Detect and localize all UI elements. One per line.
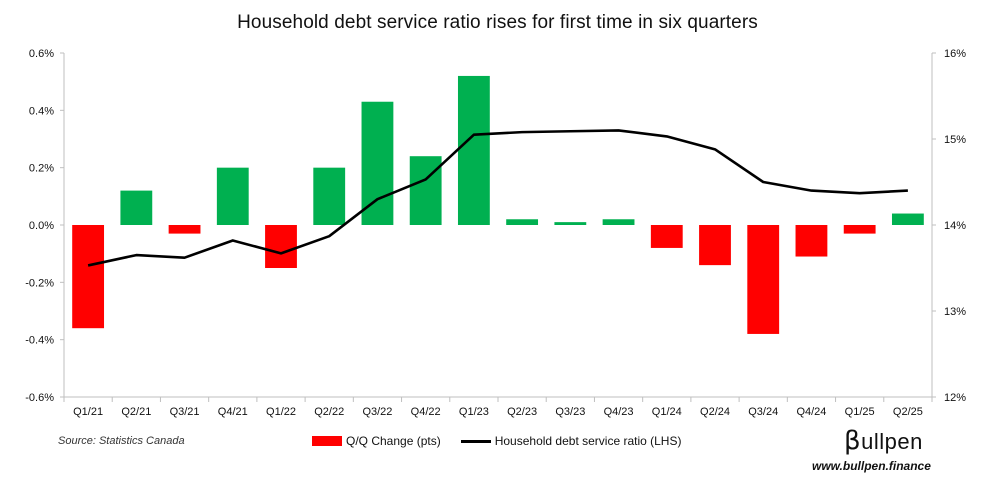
left-tick-label: 0.6% [29, 48, 54, 60]
bar [72, 225, 105, 329]
axes [60, 52, 936, 402]
bar [168, 225, 201, 234]
legend-item-line: Household debt service ratio (LHS) [460, 434, 682, 448]
x-tick-label: Q2/24 [700, 406, 730, 418]
legend-item-bar: Q/Q Change (pts) [312, 434, 441, 448]
left-tick-label: -0.4% [25, 335, 54, 347]
legend: Q/Q Change (pts) Household debt service … [312, 434, 701, 448]
source-note: Source: Statistics Canada [58, 435, 185, 447]
right-tick-label: 13% [944, 306, 966, 318]
x-tick-label: Q3/22 [362, 406, 392, 418]
bar [795, 225, 828, 257]
brand-url: www.bullpen.finance [812, 459, 931, 473]
brand-name: ullpen [861, 429, 923, 454]
bar [602, 219, 635, 225]
x-tick-label: Q2/21 [121, 406, 151, 418]
legend-label-bar: Q/Q Change (pts) [346, 434, 441, 448]
bar [506, 219, 539, 225]
bar [699, 225, 731, 266]
x-tick-label: Q2/23 [507, 406, 537, 418]
x-tick-label: Q1/21 [73, 406, 103, 418]
left-tick-label: 0.2% [29, 163, 54, 175]
x-tick-label: Q4/21 [218, 406, 248, 418]
right-tick-label: 14% [944, 220, 966, 232]
x-tick-label: Q4/24 [796, 406, 826, 418]
x-tick-label: Q1/25 [845, 406, 875, 418]
x-tick-label: Q3/21 [170, 406, 200, 418]
bar [457, 75, 490, 225]
bar [313, 167, 346, 225]
x-tick-label: Q3/23 [555, 406, 585, 418]
bar [216, 167, 249, 225]
bar [409, 156, 442, 225]
x-tick-label: Q2/25 [893, 406, 923, 418]
x-tick-label: Q4/22 [411, 406, 441, 418]
bar [843, 225, 876, 234]
legend-swatch-bar [312, 436, 342, 446]
left-tick-label: -0.6% [25, 392, 54, 404]
bar [747, 225, 780, 334]
x-tick-label: Q4/23 [604, 406, 634, 418]
x-tick-label: Q1/24 [652, 406, 682, 418]
legend-label-line: Household debt service ratio (LHS) [494, 434, 682, 448]
bar [265, 225, 297, 268]
left-tick-label: 0.4% [29, 105, 54, 117]
bar-series [72, 75, 924, 334]
left-tick-label: 0.0% [29, 220, 54, 232]
bar [554, 222, 587, 225]
ratio-line [87, 129, 908, 267]
tick-labels: 0.6% 0.4% 0.2% 0.0% -0.2% -0.4% -0.6% 16% 15% 14%… [25, 48, 966, 418]
brand-logo: βullpen [844, 426, 923, 456]
bar [891, 213, 924, 225]
line-series [87, 129, 908, 267]
bar [120, 190, 153, 225]
brand-glyph: β [844, 426, 862, 456]
x-tick-label: Q1/22 [266, 406, 296, 418]
x-tick-label: Q2/22 [314, 406, 344, 418]
legend-swatch-line [460, 439, 491, 443]
right-tick-label: 12% [944, 392, 966, 404]
left-tick-label: -0.2% [25, 277, 54, 289]
bar [650, 225, 683, 248]
chart-title: Household debt service ratio rises for f… [237, 12, 758, 33]
x-tick-label: Q1/23 [459, 406, 489, 418]
right-tick-label: 15% [944, 134, 966, 146]
right-tick-label: 16% [944, 48, 966, 60]
bar [361, 101, 394, 225]
x-tick-label: Q3/24 [748, 406, 778, 418]
